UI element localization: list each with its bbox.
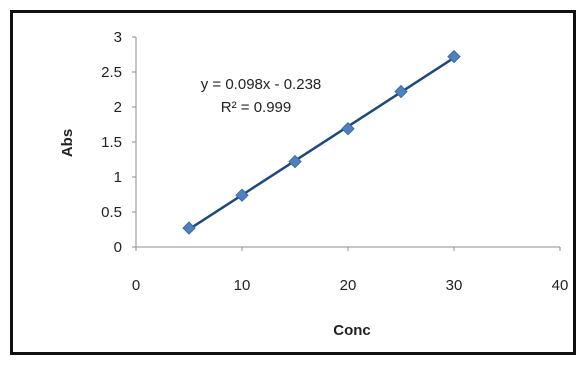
- x-axis-title: Conc: [333, 322, 371, 339]
- chart-frame: [10, 10, 576, 355]
- y-axis-title: Abs: [59, 129, 76, 157]
- y-tick-label: 2.5: [101, 64, 122, 81]
- data-point-diamond: [341, 121, 355, 136]
- data-point-diamond: [182, 221, 196, 235]
- x-tick-label: 0: [132, 277, 140, 294]
- y-tick-label: 2: [114, 99, 122, 116]
- x-tick-marks: [135, 247, 561, 251]
- trendline-equation: y = 0.098x - 0.238: [201, 76, 322, 93]
- linear-trendline: [188, 56, 455, 231]
- y-tick-label: 0.5: [101, 204, 122, 221]
- x-tick-label: 20: [340, 277, 357, 294]
- y-tick-label: 3: [114, 29, 122, 46]
- y-tick-label: 1.5: [101, 134, 122, 151]
- x-tick-label: 10: [234, 277, 251, 294]
- data-point-diamond: [235, 188, 249, 202]
- x-tick-labels: 0 10 20 30 40: [132, 277, 569, 294]
- y-tick-label: 0: [114, 239, 122, 256]
- data-point-diamond: [288, 154, 302, 169]
- x-tick-label: 30: [446, 277, 463, 294]
- r-squared-label: R² = 0.999: [221, 99, 291, 116]
- data-points: [182, 49, 461, 235]
- x-tick-label: 40: [552, 277, 569, 294]
- y-tick-marks: [132, 36, 136, 248]
- y-tick-label: 1: [114, 169, 122, 186]
- data-point-diamond: [447, 49, 461, 64]
- data-point-diamond: [394, 84, 408, 99]
- y-tick-labels: 0 0.5 1 1.5 2 2.5 3: [101, 29, 122, 256]
